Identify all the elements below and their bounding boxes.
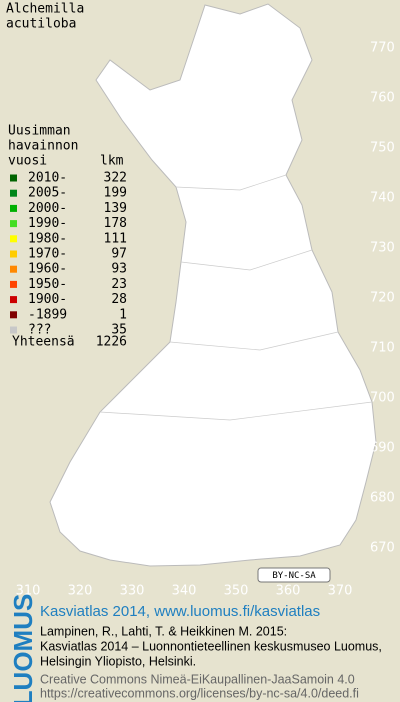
legend-count: 23 (111, 277, 127, 292)
species-name: acutiloba (6, 17, 76, 32)
grid-y-label: 680 (370, 491, 395, 506)
legend-count: 1 (119, 307, 127, 322)
legend-swatch (10, 235, 17, 243)
legend-count: 178 (104, 216, 127, 231)
legend-swatch (10, 204, 17, 212)
legend-label: ??? (28, 323, 51, 338)
legend-count: 97 (111, 247, 127, 262)
grid-y-label: 700 (370, 391, 395, 406)
grid-y-label: 670 (370, 541, 395, 556)
legend-heading: havainnon (8, 139, 78, 154)
legend-swatch (10, 265, 17, 273)
legend-label: 1960- (28, 262, 67, 277)
grid-x-label: 360 (276, 584, 301, 599)
grid-x-label: 370 (328, 584, 353, 599)
legend-col: lkm (100, 154, 124, 169)
grid-y-label: 690 (370, 441, 395, 456)
legend-label: 1950- (28, 277, 67, 292)
citation: Lampinen, R., Lahti, T. & Heikkinen M. 2… (40, 624, 287, 638)
legend-swatch (10, 311, 17, 319)
legend-label: 1980- (28, 231, 67, 246)
link: Kasviatlas 2014, www.luomus.fi/kasviatla… (40, 603, 320, 620)
legend-count: 111 (104, 231, 127, 246)
grid-x-label: 310 (16, 584, 41, 599)
citation: Helsingin Yliopisto, Helsinki. (40, 654, 196, 668)
legend-total: 1226 (96, 335, 127, 350)
legend-swatch (10, 280, 17, 288)
license-text: Creative Commons Nimeä-EiKaupallinen-Jaa… (40, 672, 355, 686)
grid-x-label: 340 (172, 584, 197, 599)
country-outline (49, 3, 377, 567)
grid-y-label: 720 (370, 291, 395, 306)
legend-col: vuosi (8, 154, 47, 169)
grid-y-label: 730 (370, 241, 395, 256)
grid-y-label: 770 (370, 41, 395, 56)
legend-count: 28 (111, 292, 127, 307)
grid-x-label: 320 (68, 584, 93, 599)
legend-total-label: Yhteensä (12, 335, 75, 350)
license-text: https://creativecommons.org/licenses/by-… (40, 686, 359, 700)
legend-count: 322 (104, 171, 127, 186)
legend-swatch (10, 326, 17, 334)
grid-y-label: 710 (370, 341, 395, 356)
grid-y-label: 760 (370, 91, 395, 106)
legend-swatch (10, 189, 17, 197)
license-badge-text: BY-NC-SA (272, 571, 316, 581)
grid-y-label: 750 (370, 141, 395, 156)
license-badge (257, 567, 331, 583)
legend-label: 2000- (28, 201, 67, 216)
legend-count: 199 (104, 186, 127, 201)
legend-count: 93 (111, 262, 127, 277)
legend-count: 139 (104, 201, 127, 216)
grid-x-label: 350 (224, 584, 249, 599)
legend-heading: Uusimman (8, 124, 71, 139)
grid-x-label: 330 (120, 584, 145, 599)
region-borders (99, 174, 373, 421)
legend-swatch (10, 296, 17, 304)
legend-label: 1990- (28, 216, 67, 231)
grid-y-label: 740 (370, 191, 395, 206)
logo: LUOMUS (8, 594, 38, 702)
legend-label: 1900- (28, 292, 67, 307)
legend-label: 2010- (28, 171, 67, 186)
legend-count: 35 (111, 323, 127, 338)
legend-swatch (10, 220, 17, 228)
legend-label: -1899 (28, 307, 67, 322)
legend-label: 1970- (28, 247, 67, 262)
citation: Kasviatlas 2014 – Luonnontieteellinen ke… (40, 639, 382, 653)
legend-swatch (10, 174, 17, 182)
species-name: Alchemilla (6, 2, 84, 17)
legend-swatch (10, 250, 17, 258)
legend-label: 2005- (28, 186, 67, 201)
